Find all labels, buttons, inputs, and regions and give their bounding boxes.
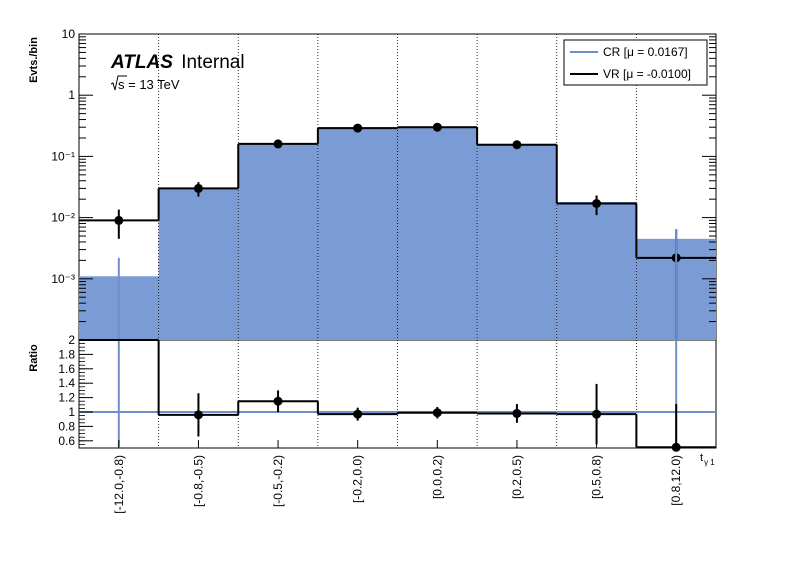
x-category-label: [-0.5,-0.2) <box>271 455 285 507</box>
x-axis-title-main: t <box>700 452 703 464</box>
x-category-label: [0.5,0.8) <box>590 455 604 499</box>
vr-point <box>512 140 522 150</box>
x-category-label: [0.2,0.5) <box>510 455 524 499</box>
x-category-label: [0.0,0.2) <box>430 455 444 499</box>
cr-bar <box>158 187 239 340</box>
cr-bar <box>556 201 637 340</box>
atlas-experiment: ATLAS <box>110 52 173 73</box>
vr-point <box>193 183 203 193</box>
ratio-point <box>353 409 363 419</box>
vr-point <box>273 139 283 149</box>
y-tick-label: 10⁻¹ <box>51 149 75 163</box>
ratio-point <box>432 408 442 418</box>
ratio-y-axis: 21.81.61.41.210.80.6 <box>58 333 93 448</box>
ratio-tick-label: 0.6 <box>58 434 75 448</box>
x-axis-labels: [-12.0,-0.8) [-0.8,-0.5) [-0.5,-0.2) [-0.2,… <box>112 440 683 514</box>
legend-box <box>563 39 708 86</box>
y-tick-label: 10⁻² <box>51 211 75 225</box>
ratio-tick-label: 2 <box>68 333 75 347</box>
cr-histogram-fill <box>79 126 716 340</box>
ratio-tick-label: 1 <box>68 405 75 419</box>
x-category-label: [-12.0,-0.8) <box>112 455 126 514</box>
vr-histogram <box>79 122 716 340</box>
cr-bar <box>397 126 478 340</box>
y-tick-label: 10⁻³ <box>51 272 75 286</box>
y-tick-label: 10 <box>62 27 76 41</box>
ratio-tick-label: 1.4 <box>58 376 75 390</box>
ratio-tick-label: 1.6 <box>58 362 75 376</box>
x-axis-title-sub: γ 1 <box>704 458 715 467</box>
legend-cr-label: CR [μ = 0.0167] <box>603 45 688 59</box>
x-category-label: [0.8,12.0) <box>669 455 683 506</box>
energy-label-text: s = 13 TeV <box>118 77 180 92</box>
ratio-tick-label: 0.8 <box>58 419 75 433</box>
y-axis-title-main: Evts./bin <box>28 37 40 83</box>
legend: CR [μ = 0.0167] VR [μ = -0.0100] <box>563 39 708 86</box>
cr-bar <box>317 127 398 340</box>
vr-point <box>432 122 442 132</box>
x-axis-title: tγ 1 <box>700 452 715 467</box>
cr-bar <box>477 143 557 340</box>
vr-point <box>353 123 363 133</box>
main-y-axis: 10 1 10⁻¹ 10⁻² 10⁻³ <box>51 27 716 323</box>
ratio-point <box>193 410 203 420</box>
ratio-tick-label: 1.8 <box>58 347 75 361</box>
atlas-status: Internal <box>181 52 244 73</box>
x-category-label: [-0.2,0.0) <box>351 455 365 503</box>
energy-label: s = 13 TeV <box>110 75 180 92</box>
y-axis-title-ratio: Ratio <box>28 344 40 372</box>
energy-label-value: = 13 TeV <box>125 77 180 92</box>
sqrt-symbol <box>110 75 127 91</box>
legend-vr-label: VR [μ = -0.0100] <box>603 67 691 81</box>
ratio-tick-label: 1.2 <box>58 391 75 405</box>
ratio-point <box>273 396 283 406</box>
atlas-label: ATLAS Internal <box>110 52 245 73</box>
x-category-label: [-0.8,-0.5) <box>191 455 205 507</box>
energy-label-s: s <box>118 77 125 92</box>
vr-point <box>114 215 124 225</box>
ratio-point <box>512 408 522 418</box>
cr-bar <box>238 143 318 340</box>
y-tick-label: 1 <box>68 88 75 102</box>
vr-point <box>592 198 602 208</box>
ratio-histogram <box>79 339 716 452</box>
ratio-point <box>592 409 602 419</box>
